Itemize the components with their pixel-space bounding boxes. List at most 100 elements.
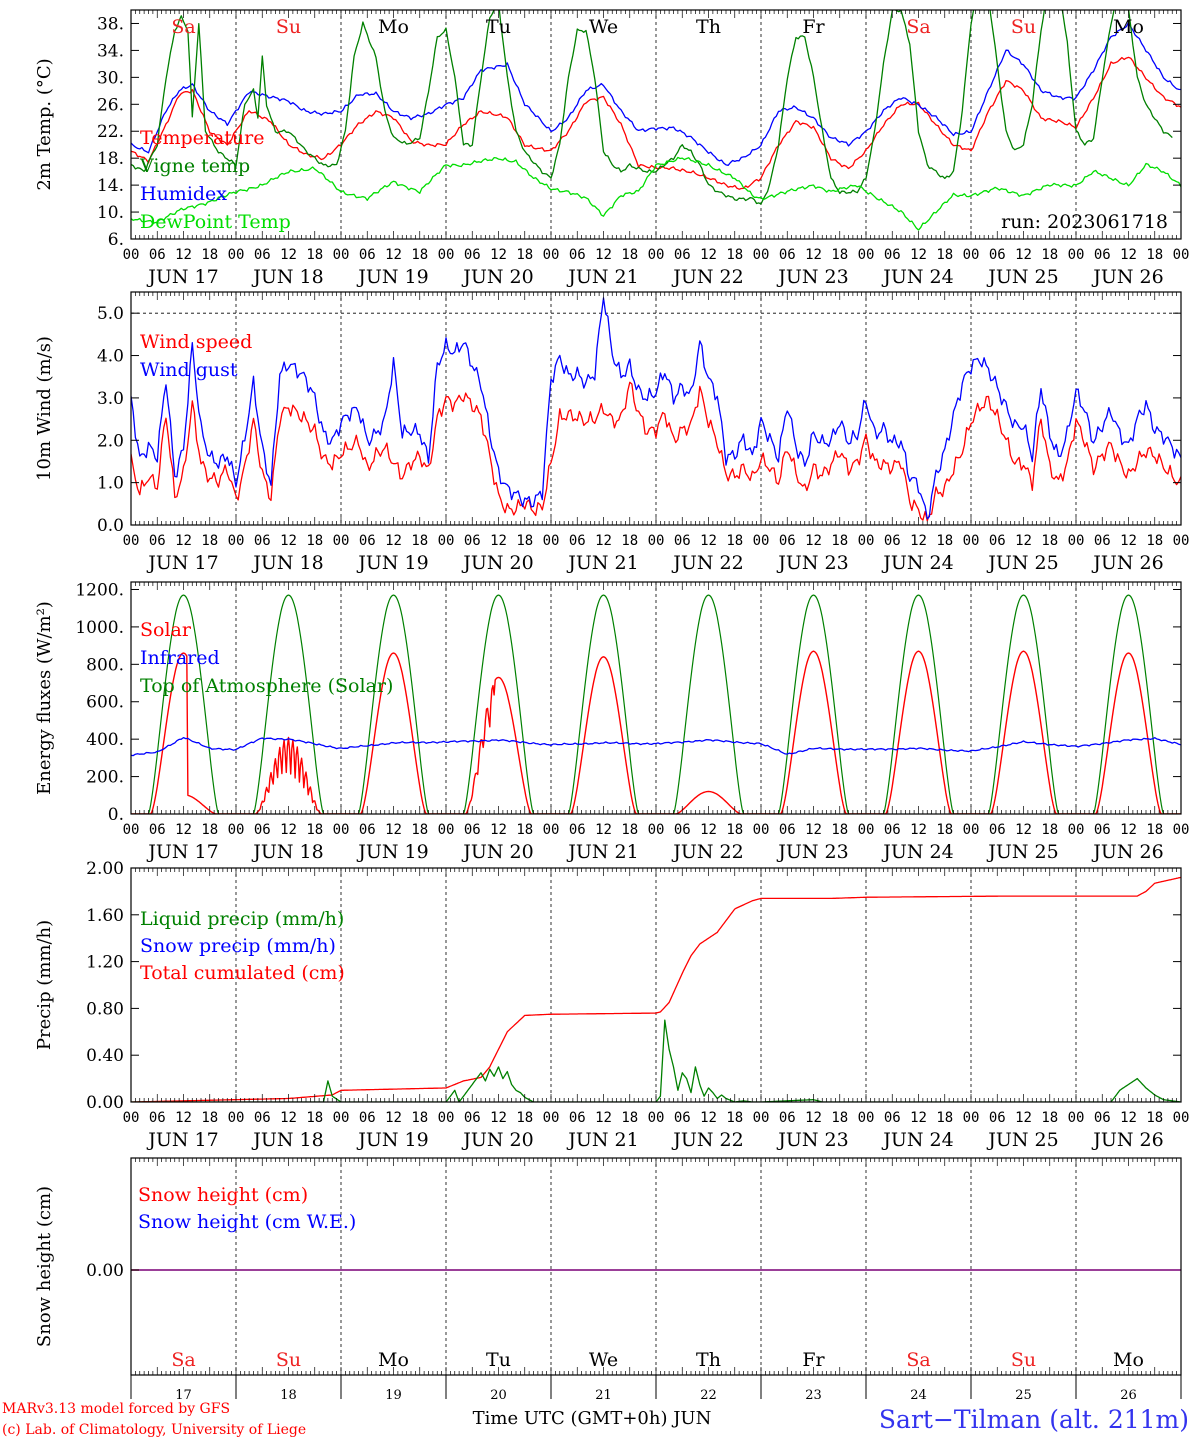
legend-dewpoint-temp: DewPoint Temp bbox=[140, 211, 291, 233]
weekday-label: Th bbox=[696, 16, 721, 38]
series-solar bbox=[131, 650, 1181, 814]
day-date-label: JUN 22 bbox=[671, 266, 743, 288]
day-date-label: JUN 23 bbox=[776, 1129, 848, 1151]
hour-tick-label: 06 bbox=[254, 247, 271, 263]
legend-temperature: Temperature bbox=[140, 127, 264, 149]
weekday-label: Mo bbox=[1113, 1349, 1144, 1371]
hour-tick-label: 18 bbox=[516, 247, 533, 263]
series-top-of-atmosphere-solar- bbox=[131, 594, 1181, 814]
hour-tick-label: 00 bbox=[963, 247, 980, 263]
hour-tick-label: 06 bbox=[569, 822, 586, 838]
station-name: Sart−Tilman (alt. 211m) bbox=[879, 1405, 1189, 1434]
hour-tick-label: 18 bbox=[411, 822, 428, 838]
hour-tick-label: 00 bbox=[1068, 533, 1085, 549]
day-date-label: JUN 20 bbox=[461, 552, 533, 574]
legend-solar: Solar bbox=[140, 619, 192, 641]
day-date-label: JUN 20 bbox=[461, 841, 533, 863]
weekday-label: Th bbox=[696, 1349, 721, 1371]
y-tick-label: 22. bbox=[97, 122, 124, 142]
day-date-label: JUN 26 bbox=[1091, 552, 1163, 574]
hour-tick-label: 06 bbox=[884, 247, 901, 263]
precip-series-group bbox=[131, 876, 1181, 1102]
hour-tick-label: 00 bbox=[753, 1110, 770, 1126]
hour-tick-label: 00 bbox=[963, 822, 980, 838]
hour-tick-label: 18 bbox=[936, 247, 953, 263]
hour-tick-label: 00 bbox=[858, 533, 875, 549]
hour-tick-label: 00 bbox=[1068, 822, 1085, 838]
day-date-label: JUN 18 bbox=[251, 266, 323, 288]
day-date-label: JUN 17 bbox=[146, 841, 218, 863]
hour-tick-label: 18 bbox=[1146, 1110, 1163, 1126]
hour-tick-label: 06 bbox=[149, 247, 166, 263]
legend-vigne-temp: Vigne temp bbox=[139, 155, 250, 177]
y-tick-label: 0.00 bbox=[86, 1093, 124, 1113]
y-tick-label: 0.0 bbox=[97, 516, 124, 536]
hour-tick-label: 00 bbox=[1173, 822, 1190, 838]
hour-tick-label: 06 bbox=[779, 247, 796, 263]
hour-tick-label: 00 bbox=[228, 822, 245, 838]
hour-tick-label: 18 bbox=[621, 533, 638, 549]
hour-tick-label: 12 bbox=[700, 1110, 717, 1126]
day-number-label: 18 bbox=[280, 1388, 297, 1403]
day-date-label: JUN 26 bbox=[1091, 841, 1163, 863]
weekday-label: Su bbox=[276, 1349, 301, 1371]
hour-tick-label: 12 bbox=[1120, 247, 1137, 263]
snow-ylabel: Snow height (cm) bbox=[34, 1186, 55, 1347]
day-date-label: JUN 17 bbox=[146, 1129, 218, 1151]
hour-tick-label: 18 bbox=[831, 533, 848, 549]
hour-tick-label: 18 bbox=[516, 1110, 533, 1126]
hour-tick-label: 06 bbox=[884, 533, 901, 549]
energy-ylabel: Energy fluxes (W/m²) bbox=[34, 601, 55, 795]
day-date-label: JUN 21 bbox=[566, 266, 638, 288]
day-date-label: JUN 23 bbox=[776, 266, 848, 288]
legend-snow-height-cm-: Snow height (cm) bbox=[138, 1184, 308, 1206]
hour-tick-label: 00 bbox=[1173, 1110, 1190, 1126]
y-tick-label: 600. bbox=[86, 693, 124, 713]
hour-tick-label: 06 bbox=[569, 1110, 586, 1126]
y-tick-label: 3.0 bbox=[97, 389, 124, 409]
day-date-label: JUN 18 bbox=[251, 841, 323, 863]
y-tick-label: 0.40 bbox=[86, 1046, 124, 1066]
hour-tick-label: 00 bbox=[228, 533, 245, 549]
day-date-label: JUN 21 bbox=[566, 1129, 638, 1151]
weekday-label: Sa bbox=[171, 1349, 195, 1371]
y-tick-label: 34. bbox=[97, 41, 124, 61]
hour-tick-label: 18 bbox=[831, 247, 848, 263]
y-tick-label: 0. bbox=[108, 805, 124, 825]
hour-tick-label: 18 bbox=[936, 533, 953, 549]
hour-tick-label: 18 bbox=[831, 1110, 848, 1126]
hour-tick-label: 12 bbox=[175, 822, 192, 838]
hour-tick-label: 12 bbox=[805, 822, 822, 838]
hour-tick-label: 06 bbox=[989, 1110, 1006, 1126]
legend-snow-precip-mm-h-: Snow precip (mm/h) bbox=[140, 935, 336, 957]
series-infrared bbox=[131, 736, 1181, 757]
hour-tick-label: 18 bbox=[306, 247, 323, 263]
legend-total-cumulated-cm-: Total cumulated (cm) bbox=[140, 962, 345, 984]
hour-tick-label: 00 bbox=[333, 822, 350, 838]
hour-tick-label: 12 bbox=[280, 822, 297, 838]
hour-tick-label: 06 bbox=[359, 822, 376, 838]
hour-tick-label: 12 bbox=[910, 247, 927, 263]
day-date-label: JUN 20 bbox=[461, 1129, 533, 1151]
hour-tick-label: 18 bbox=[411, 1110, 428, 1126]
hour-tick-label: 06 bbox=[464, 1110, 481, 1126]
day-date-label: JUN 23 bbox=[776, 552, 848, 574]
hour-tick-label: 18 bbox=[1146, 533, 1163, 549]
hour-tick-label: 18 bbox=[516, 822, 533, 838]
hour-tick-label: 18 bbox=[306, 1110, 323, 1126]
y-tick-label: 1.60 bbox=[86, 906, 124, 926]
hour-tick-label: 06 bbox=[254, 822, 271, 838]
hour-tick-label: 18 bbox=[936, 822, 953, 838]
hour-tick-label: 12 bbox=[805, 533, 822, 549]
day-date-label: JUN 25 bbox=[986, 841, 1058, 863]
day-date-label: JUN 22 bbox=[671, 552, 743, 574]
day-date-label: JUN 19 bbox=[356, 841, 428, 863]
legend-infrared: Infrared bbox=[140, 647, 220, 669]
hour-tick-label: 06 bbox=[149, 822, 166, 838]
y-tick-label: 0.00 bbox=[86, 1261, 124, 1281]
hour-tick-label: 18 bbox=[1146, 822, 1163, 838]
hour-tick-label: 00 bbox=[1173, 247, 1190, 263]
precip-ylabel: Precip (mm/h) bbox=[34, 920, 55, 1050]
hour-tick-label: 06 bbox=[254, 1110, 271, 1126]
